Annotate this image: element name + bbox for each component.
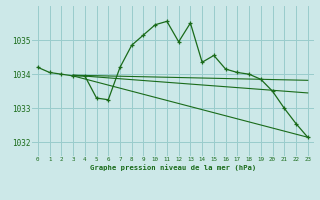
X-axis label: Graphe pression niveau de la mer (hPa): Graphe pression niveau de la mer (hPa) xyxy=(90,164,256,171)
